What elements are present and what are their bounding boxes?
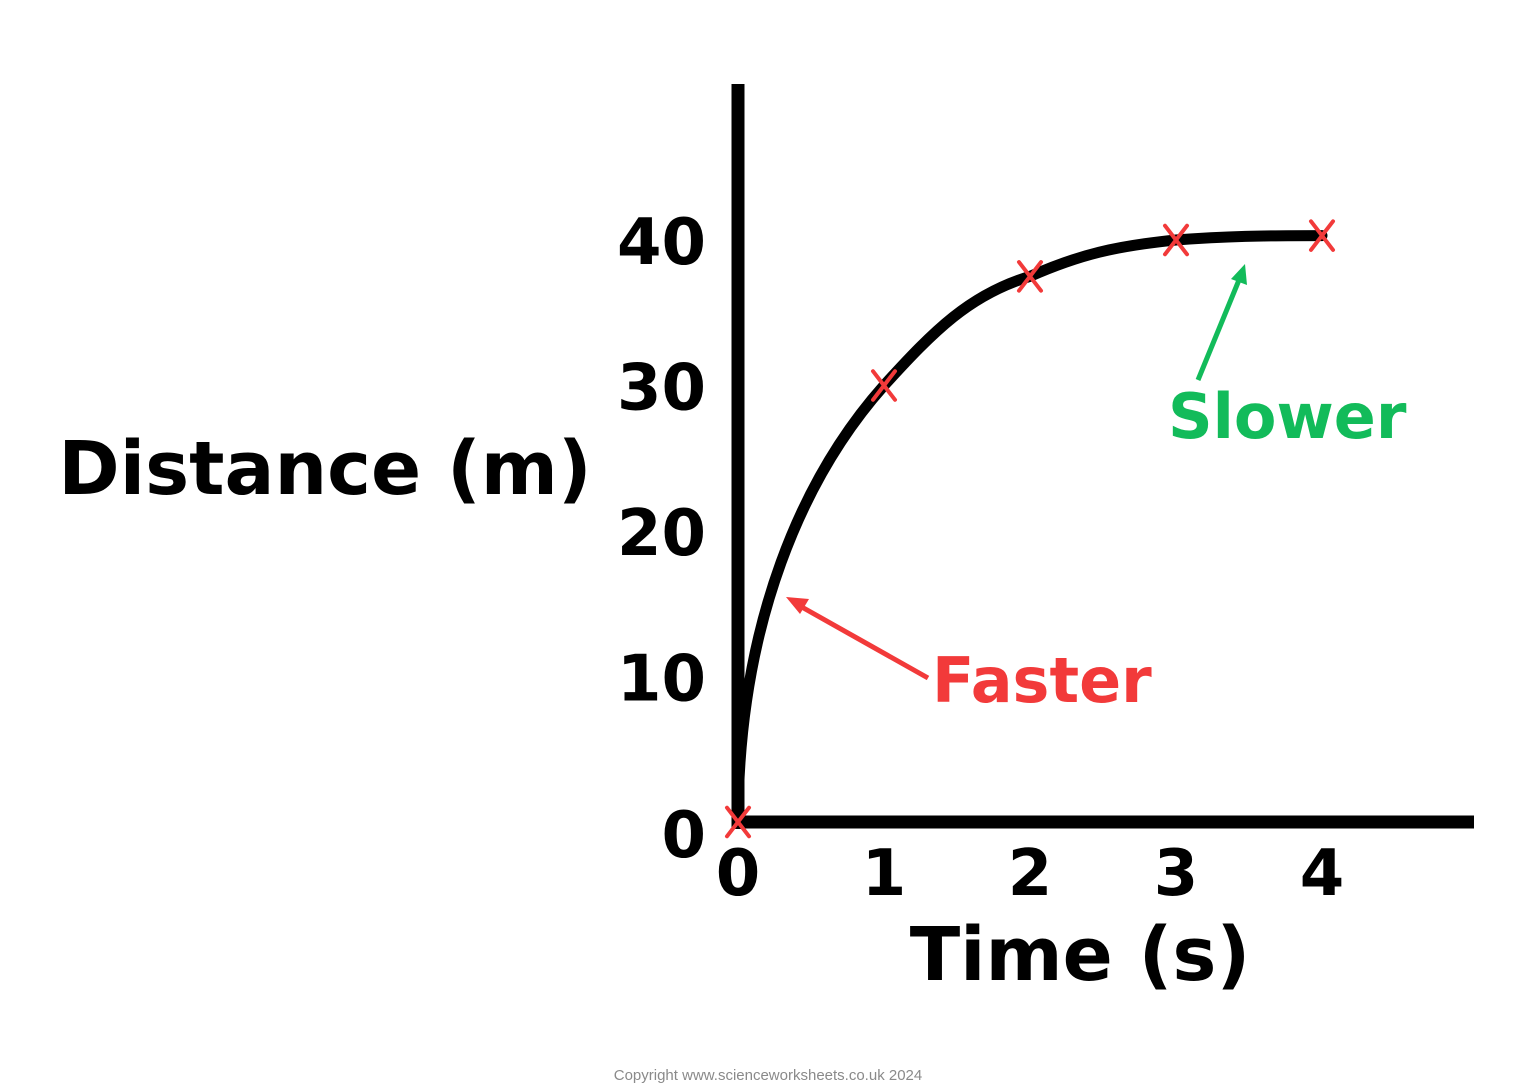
y-axis-label: Distance (m)	[58, 426, 591, 512]
y-tick-label: 40	[617, 206, 706, 280]
annotation-slower: Slower	[1168, 264, 1407, 453]
y-tick-label: 10	[617, 643, 706, 717]
x-tick-label: 3	[1154, 837, 1199, 911]
y-tick-label: 20	[617, 497, 706, 571]
data-point-marker	[871, 369, 897, 402]
data-point-marker	[725, 805, 751, 839]
x-tick-label: 1	[862, 837, 907, 911]
y-tick-label: 0	[661, 799, 706, 873]
slower-arrow-head	[1231, 264, 1247, 285]
data-point-marker	[1163, 223, 1189, 257]
y-tick-label: 30	[617, 352, 706, 426]
x-axis-label: Time (s)	[910, 912, 1251, 998]
slower-arrow-shaft	[1195, 279, 1242, 381]
data-point-marker	[1309, 219, 1335, 252]
x-tick-label: 4	[1300, 837, 1345, 911]
x-tick-label: 2	[1008, 837, 1053, 911]
annotation-faster: Faster	[786, 597, 1152, 717]
y-tick-labels: 0 10 20 30 40	[617, 206, 706, 873]
slower-label: Slower	[1168, 380, 1407, 453]
copyright-notice: Copyright www.scienceworksheets.co.uk 20…	[613, 1067, 923, 1084]
data-point-markers	[725, 219, 1335, 839]
faster-arrow-head	[786, 597, 809, 614]
distance-time-curve	[732, 230, 1328, 828]
faster-label: Faster	[932, 644, 1152, 717]
x-tick-label: 0	[716, 837, 761, 911]
data-point-marker	[1017, 260, 1043, 293]
faster-arrow-shaft	[798, 603, 930, 681]
x-tick-labels: 0 1 2 3 4	[716, 837, 1345, 911]
